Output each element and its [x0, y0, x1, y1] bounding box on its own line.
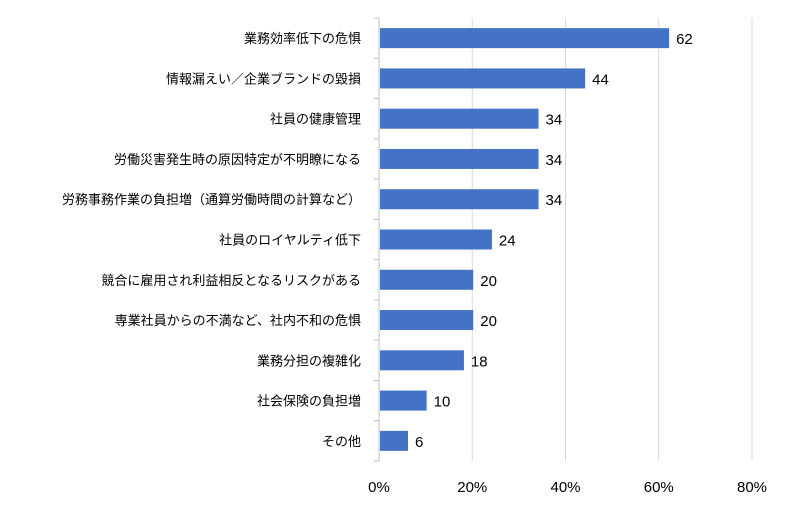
bar	[380, 269, 474, 290]
category-label: 労務事務作業の負担増（通算労働時間の計算など）	[62, 192, 361, 208]
data-label: 20	[480, 273, 497, 290]
bar	[380, 350, 464, 371]
data-label: 10	[434, 394, 451, 411]
x-tick-label: 80%	[737, 479, 767, 496]
x-tick-label: 0%	[368, 479, 390, 496]
data-label: 24	[499, 233, 516, 250]
data-label: 6	[415, 434, 423, 451]
bar	[380, 108, 539, 129]
data-label: 44	[592, 71, 609, 88]
category-label: 情報漏えい／企業ブランドの毀損	[166, 71, 361, 87]
bar	[380, 390, 427, 411]
x-tick-label: 20%	[457, 479, 487, 496]
category-label: 専業社員からの不満など、社内不和の危惧	[115, 313, 361, 329]
bars	[380, 28, 670, 451]
bar	[380, 310, 474, 331]
value-labels: 62 44 34 34 34 24 20 20 18 10 6	[415, 31, 693, 451]
data-label: 20	[480, 313, 497, 330]
category-label: 労働災害発生時の原因特定が不明瞭になる	[114, 152, 361, 168]
bar	[380, 229, 492, 250]
category-label: その他	[322, 435, 361, 450]
category-label: 競合に雇用され利益相反となるリスクがある	[101, 273, 361, 289]
category-label: 社員の健康管理	[270, 112, 361, 128]
category-label: 業務分担の複雑化	[257, 353, 361, 369]
category-label: 社会保険の負担増	[257, 394, 361, 410]
gridlines	[374, 17, 753, 462]
data-label: 34	[546, 112, 563, 129]
category-label: 業務効率低下の危惧	[244, 31, 361, 47]
bar	[380, 68, 586, 89]
x-axis-tick-labels: 0% 20% 40% 60% 80%	[368, 479, 767, 496]
bar	[380, 148, 539, 169]
x-tick-label: 40%	[550, 479, 580, 496]
data-label: 62	[676, 31, 693, 48]
category-label: 社員のロイヤルティ低下	[219, 233, 361, 249]
bar	[380, 189, 539, 210]
category-labels: 業務効率低下の危惧情報漏えい／企業ブランドの毀損社員の健康管理労働災害発生時の原…	[62, 31, 361, 450]
x-tick-label: 60%	[644, 479, 674, 496]
data-label: 34	[546, 192, 563, 209]
bar	[380, 28, 670, 49]
bar	[380, 430, 408, 451]
data-label: 18	[471, 353, 488, 370]
data-label: 34	[546, 152, 563, 169]
